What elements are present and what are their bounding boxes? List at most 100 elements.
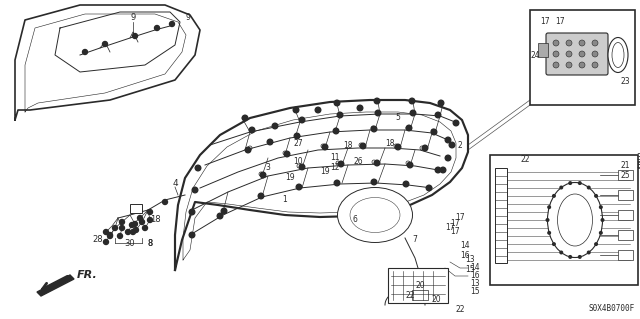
Circle shape (552, 194, 556, 198)
Text: S0X4B0700F: S0X4B0700F (589, 304, 635, 313)
Circle shape (587, 186, 591, 189)
Text: 17: 17 (450, 219, 460, 227)
Circle shape (552, 242, 556, 246)
Circle shape (435, 112, 441, 118)
Text: 5: 5 (396, 114, 401, 122)
Circle shape (104, 240, 109, 244)
Circle shape (333, 128, 339, 134)
Circle shape (371, 126, 377, 132)
Circle shape (553, 51, 559, 57)
Bar (490, 155, 638, 285)
Circle shape (568, 181, 572, 185)
Text: 22: 22 (520, 155, 530, 165)
Circle shape (113, 226, 118, 231)
Circle shape (138, 216, 143, 220)
Text: 3: 3 (266, 164, 271, 173)
Text: 7: 7 (413, 235, 417, 244)
Circle shape (579, 62, 585, 68)
Text: 25: 25 (620, 170, 630, 180)
Circle shape (102, 41, 108, 47)
Circle shape (147, 218, 152, 222)
Text: 8: 8 (147, 240, 153, 249)
Circle shape (566, 62, 572, 68)
Text: 20: 20 (415, 280, 425, 290)
Bar (618, 230, 633, 240)
Circle shape (592, 51, 598, 57)
Polygon shape (175, 100, 468, 270)
Circle shape (338, 161, 344, 167)
Circle shape (322, 144, 328, 150)
Text: 22: 22 (455, 306, 465, 315)
Circle shape (83, 49, 88, 55)
Text: 15: 15 (470, 287, 479, 296)
Circle shape (170, 21, 175, 26)
Circle shape (108, 234, 113, 239)
Circle shape (594, 242, 598, 246)
Circle shape (268, 139, 273, 145)
Bar (530, 10, 635, 105)
Text: 18: 18 (343, 140, 353, 150)
Ellipse shape (337, 188, 413, 242)
Text: 13: 13 (470, 279, 479, 288)
Circle shape (403, 181, 409, 187)
Circle shape (337, 112, 343, 118)
Text: 27: 27 (293, 138, 303, 147)
Text: 1: 1 (283, 196, 287, 204)
Circle shape (422, 145, 428, 151)
Circle shape (566, 51, 572, 57)
Circle shape (294, 133, 300, 139)
Circle shape (140, 219, 145, 225)
Circle shape (357, 105, 363, 111)
Bar (495, 168, 507, 263)
Text: 9: 9 (131, 13, 136, 23)
Circle shape (195, 165, 201, 171)
Circle shape (559, 250, 563, 255)
Text: 23: 23 (620, 78, 630, 86)
Circle shape (242, 115, 248, 121)
Text: 33: 33 (636, 161, 640, 170)
Text: 17: 17 (455, 213, 465, 222)
Circle shape (547, 231, 551, 235)
Text: 30: 30 (125, 240, 135, 249)
Text: 32: 32 (636, 153, 640, 162)
Circle shape (553, 40, 559, 46)
Polygon shape (15, 5, 200, 120)
Circle shape (426, 185, 432, 191)
Bar (538, 43, 548, 57)
Text: 19: 19 (320, 167, 330, 176)
Circle shape (600, 218, 605, 222)
Circle shape (445, 137, 451, 143)
Text: 17: 17 (450, 227, 460, 236)
Bar (618, 250, 633, 260)
Circle shape (118, 234, 122, 239)
Circle shape (566, 40, 572, 46)
Circle shape (132, 33, 138, 39)
Text: 9: 9 (186, 13, 191, 23)
Text: 20: 20 (432, 295, 442, 305)
Circle shape (579, 40, 585, 46)
Circle shape (578, 181, 582, 185)
Circle shape (375, 110, 381, 116)
Text: 11: 11 (330, 153, 340, 162)
FancyBboxPatch shape (546, 33, 608, 75)
Circle shape (592, 62, 598, 68)
Circle shape (440, 167, 446, 173)
Text: 15: 15 (465, 265, 475, 275)
Circle shape (154, 26, 159, 31)
Circle shape (284, 151, 290, 157)
Text: 2: 2 (458, 140, 462, 150)
Circle shape (406, 125, 412, 131)
Circle shape (410, 110, 416, 116)
Circle shape (272, 123, 278, 129)
Circle shape (125, 229, 131, 234)
Circle shape (374, 98, 380, 104)
Circle shape (559, 186, 563, 189)
Circle shape (258, 193, 264, 199)
Circle shape (334, 180, 340, 186)
Bar (412, 290, 428, 300)
Text: 26: 26 (353, 158, 363, 167)
Circle shape (568, 255, 572, 259)
Text: 8: 8 (148, 240, 152, 249)
Text: 22: 22 (405, 291, 415, 300)
Circle shape (578, 255, 582, 259)
